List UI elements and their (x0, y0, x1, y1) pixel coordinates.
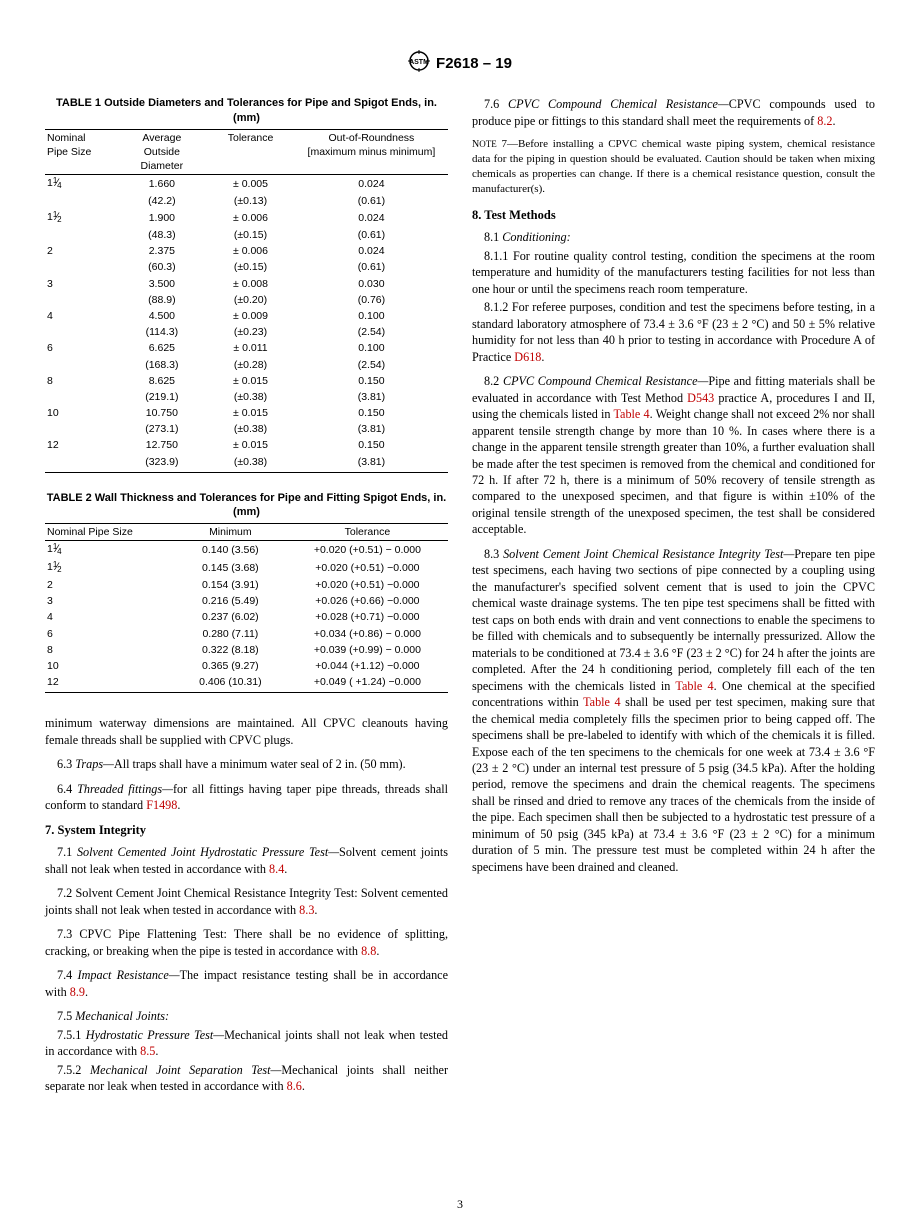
heading-7: 7. System Integrity (45, 822, 448, 839)
t1-h2: AverageOutsideDiameter (118, 129, 207, 175)
heading-8: 8. Test Methods (472, 207, 875, 224)
table1-title: TABLE 1 Outside Diameters and Tolerances… (45, 96, 448, 125)
right-column: 7.6 CPVC Compound Chemical Resistance—CP… (472, 96, 875, 1102)
t2-h3: Tolerance (287, 524, 448, 541)
t2-h1: Nominal Pipe Size (45, 524, 174, 541)
page-header: ASTM F2618 – 19 (45, 50, 875, 78)
table2: Nominal Pipe Size Minimum Tolerance 11⁄4… (45, 523, 448, 693)
p-7.1: 7.1 Solvent Cemented Joint Hydrostatic P… (45, 844, 448, 877)
p-6.4: 6.4 Threaded fittings—for all fittings h… (45, 781, 448, 814)
link-f1498[interactable]: F1498 (146, 798, 177, 812)
p-6.3: 6.3 Traps—All traps shall have a minimum… (45, 756, 448, 772)
link-8.2[interactable]: 8.2 (817, 114, 832, 128)
astm-logo-icon: ASTM (408, 50, 430, 78)
p-7.5.1: 7.5.1 Hydrostatic Pressure Test—Mechanic… (45, 1027, 448, 1060)
p-7.2: 7.2 Solvent Cement Joint Chemical Resist… (45, 885, 448, 918)
link-8.9[interactable]: 8.9 (70, 985, 85, 999)
p-7.6: 7.6 CPVC Compound Chemical Resistance—CP… (472, 96, 875, 129)
p-minimum-waterway: minimum waterway dimensions are maintain… (45, 715, 448, 748)
link-8.4[interactable]: 8.4 (269, 862, 284, 876)
table1: NominalPipe Size AverageOutsideDiameter … (45, 129, 448, 473)
link-table4-a[interactable]: Table 4 (613, 407, 649, 421)
t2-h2: Minimum (174, 524, 287, 541)
p-7.5.2: 7.5.2 Mechanical Joint Separation Test—M… (45, 1062, 448, 1095)
link-8.8[interactable]: 8.8 (361, 944, 376, 958)
t1-h1: NominalPipe Size (45, 129, 118, 175)
svg-text:ASTM: ASTM (409, 59, 429, 66)
p-8.1.2: 8.1.2 For referee purposes, condition an… (472, 299, 875, 365)
t1-h3: Tolerance (206, 129, 295, 175)
table2-title: TABLE 2 Wall Thickness and Tolerances fo… (45, 491, 448, 520)
p-8.2: 8.2 CPVC Compound Chemical Resistance—Pi… (472, 373, 875, 538)
t1-h4: Out-of-Roundness[maximum minus minimum] (295, 129, 448, 175)
link-d618[interactable]: D618 (514, 350, 541, 364)
note-7: NOTE 7—Before installing a CPVC chemical… (472, 137, 875, 196)
page-number: 3 (0, 1196, 920, 1212)
link-d543[interactable]: D543 (687, 391, 714, 405)
p-7.3: 7.3 CPVC Pipe Flattening Test: There sha… (45, 926, 448, 959)
link-table4-b[interactable]: Table 4 (675, 679, 713, 693)
header-designation: F2618 – 19 (436, 55, 512, 72)
link-8.3[interactable]: 8.3 (299, 903, 314, 917)
link-8.6[interactable]: 8.6 (287, 1079, 302, 1093)
left-column: TABLE 1 Outside Diameters and Tolerances… (45, 96, 448, 1102)
p-7.4: 7.4 Impact Resistance—The impact resista… (45, 967, 448, 1000)
link-table4-c[interactable]: Table 4 (583, 695, 621, 709)
p-7.5: 7.5 Mechanical Joints: (45, 1008, 448, 1024)
p-8.3: 8.3 Solvent Cement Joint Chemical Resist… (472, 546, 875, 875)
link-8.5[interactable]: 8.5 (140, 1044, 155, 1058)
p-8.1.1: 8.1.1 For routine quality control testin… (472, 248, 875, 297)
p-8.1: 8.1 Conditioning: (472, 229, 875, 245)
